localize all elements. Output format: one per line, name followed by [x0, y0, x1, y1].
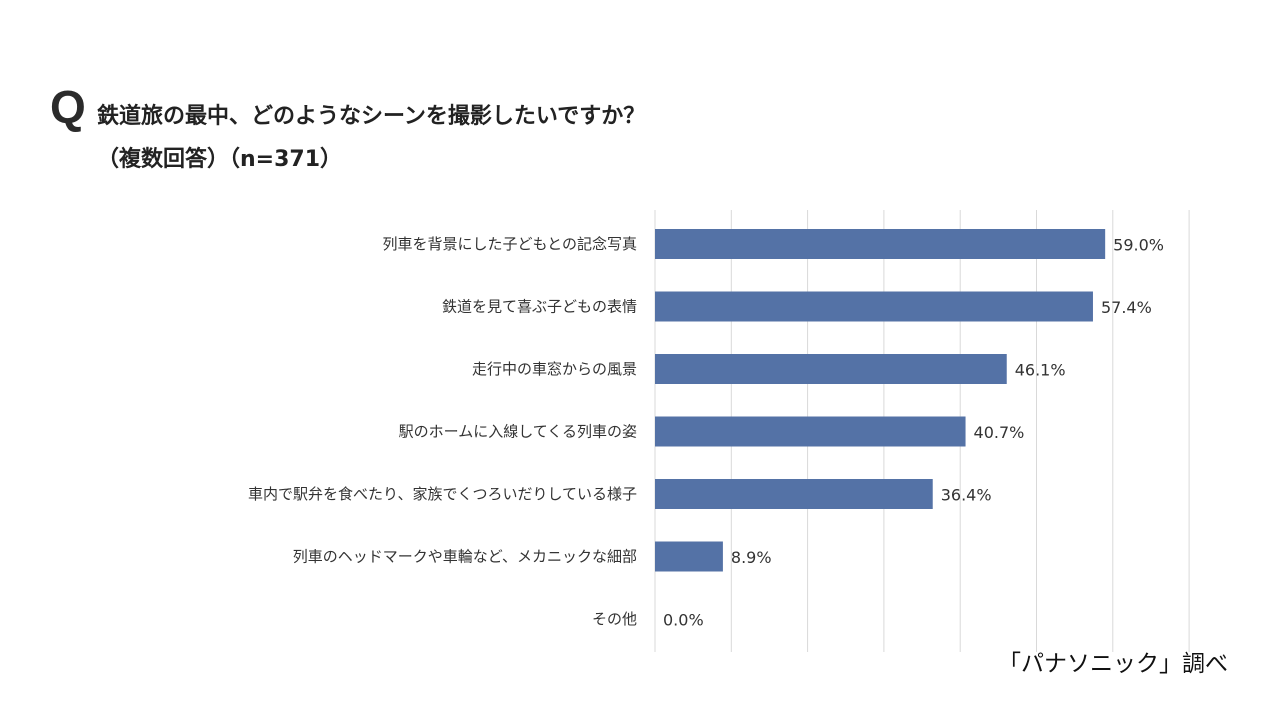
category-label-4: 車内で駅弁を食べたり、家族でくつろいだりしている様子 [248, 485, 637, 503]
chart-labels: 列車を背景にした子どもとの記念写真 59.0% 鉄道を見て喜ぶ子どもの表情 57.4%… [248, 235, 1164, 630]
bar-0 [655, 229, 1106, 259]
bar-4 [655, 479, 933, 509]
category-label-6: その他 [592, 610, 637, 628]
bar-3 [655, 416, 966, 447]
bar-1 [655, 291, 1093, 322]
category-label-2: 走行中の車窓からの風景 [472, 360, 637, 378]
value-label-4: 36.4% [941, 486, 992, 505]
value-label-0: 59.0% [1113, 236, 1164, 255]
value-label-5: 8.9% [731, 548, 772, 567]
question-mark: Q [50, 81, 86, 133]
category-label-3: 駅のホームに入線してくる列車の姿 [399, 423, 637, 441]
question-title: 鉄道旅の最中、どのようなシーンを撮影したいですか？ [97, 104, 646, 129]
bar-2 [655, 354, 1007, 384]
category-label-1: 鉄道を見て喜ぶ子どもの表情 [442, 298, 637, 316]
category-label-5: 列車のヘッドマークや車輪など、メカニックな細部 [293, 548, 637, 566]
chart-bars [655, 229, 1106, 572]
value-label-1: 57.4% [1101, 298, 1152, 317]
question-subtitle: （複数回答）（n=371） [97, 147, 343, 172]
value-label-2: 46.1% [1015, 361, 1066, 380]
source-credit: 「パナソニック」調べ [998, 651, 1228, 677]
category-label-0: 列車を背景にした子どもとの記念写真 [382, 235, 637, 253]
bar-5 [655, 541, 723, 572]
value-label-6: 0.0% [663, 611, 704, 630]
value-label-3: 40.7% [974, 423, 1025, 442]
